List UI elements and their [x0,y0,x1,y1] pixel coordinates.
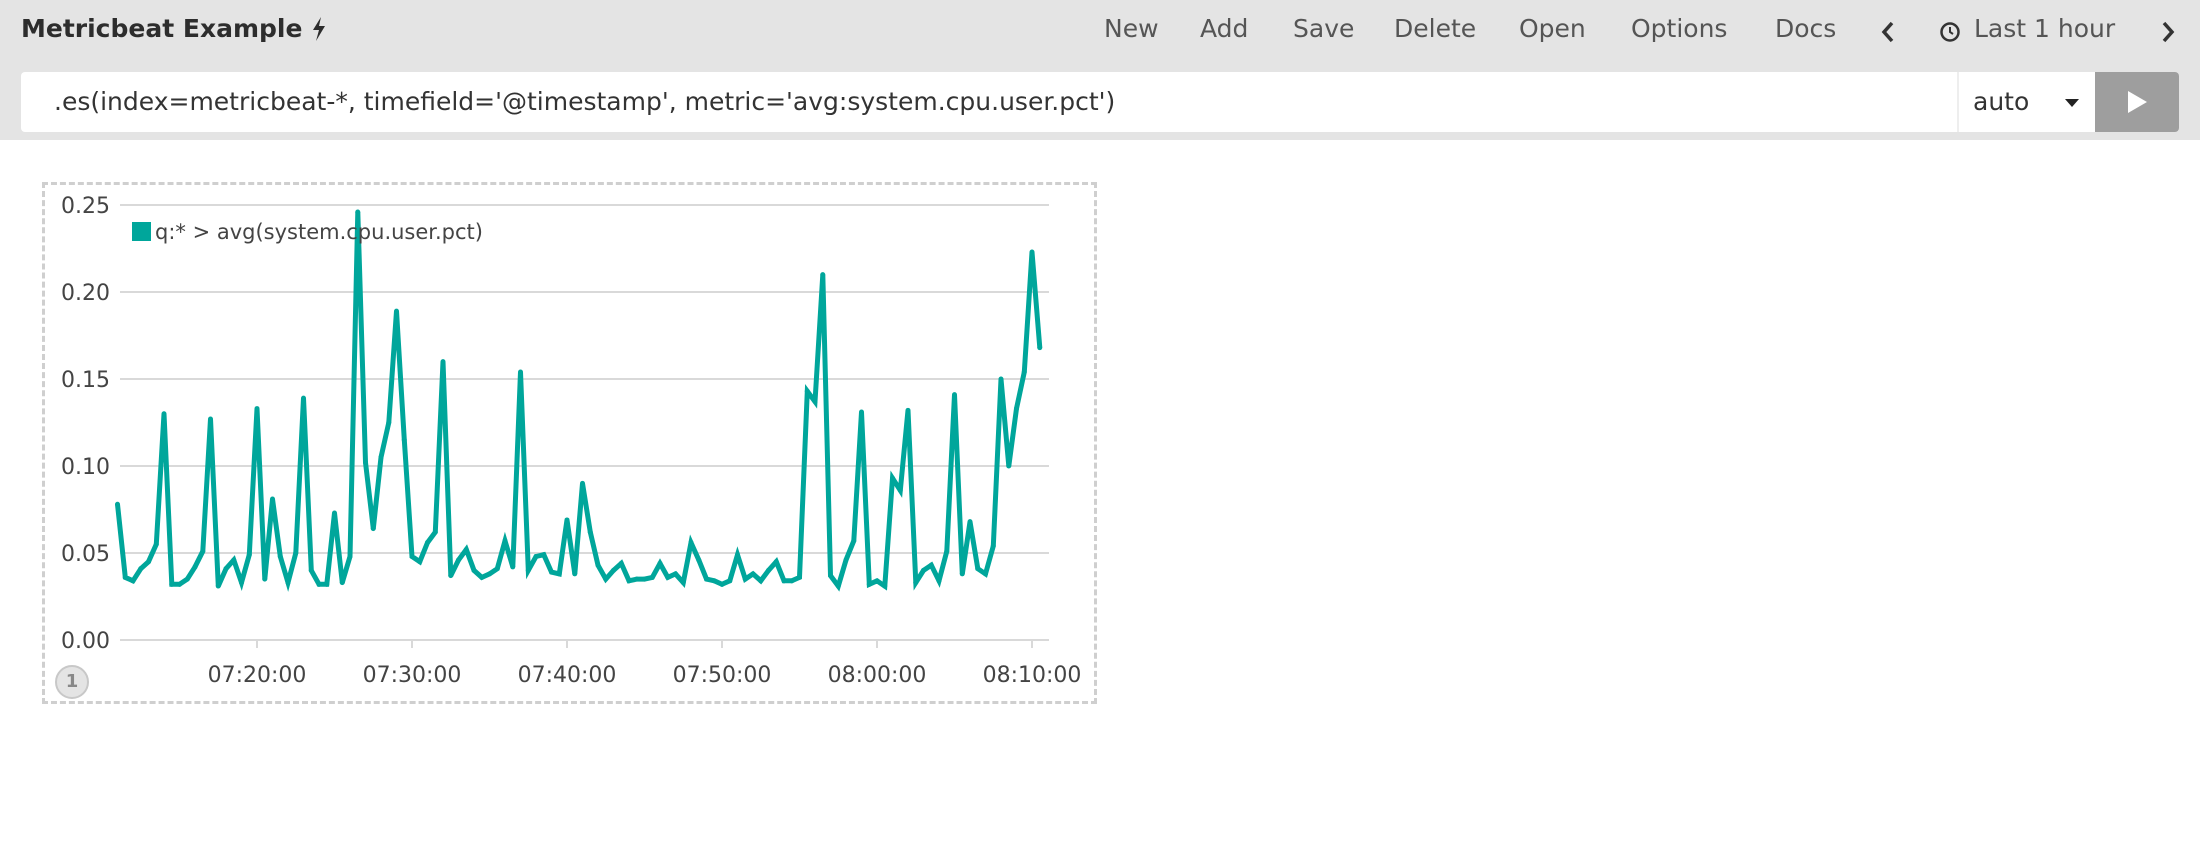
expression-bar: .es(index=metricbeat-*, timefield='@time… [21,72,2179,132]
expression-input[interactable]: .es(index=metricbeat-*, timefield='@time… [54,87,1116,116]
top-bar: Metricbeat Example New Add Save Delete O… [0,0,2200,140]
interval-value: auto [1973,87,2030,116]
chevron-left-icon[interactable] [1880,20,1896,44]
play-icon [2128,91,2147,113]
add-button[interactable]: Add [1200,14,1249,43]
bolt-icon [313,16,326,41]
new-button[interactable]: New [1104,14,1159,43]
sheet-title: Metricbeat Example [21,14,326,43]
save-button[interactable]: Save [1293,14,1355,43]
clock-icon[interactable] [1939,20,1961,44]
run-button[interactable] [2095,72,2179,132]
interval-select[interactable]: auto [1957,72,2095,132]
sheet-title-text: Metricbeat Example [21,14,303,43]
chevron-right-icon[interactable] [2160,20,2176,44]
chart-panel[interactable] [42,182,1097,704]
caret-down-icon [2065,99,2079,107]
time-range-picker[interactable]: Last 1 hour [1974,14,2116,43]
delete-button[interactable]: Delete [1394,14,1477,43]
options-button[interactable]: Options [1631,14,1728,43]
open-button[interactable]: Open [1519,14,1586,43]
docs-button[interactable]: Docs [1775,14,1837,43]
panel-index-badge: 1 [55,665,89,699]
